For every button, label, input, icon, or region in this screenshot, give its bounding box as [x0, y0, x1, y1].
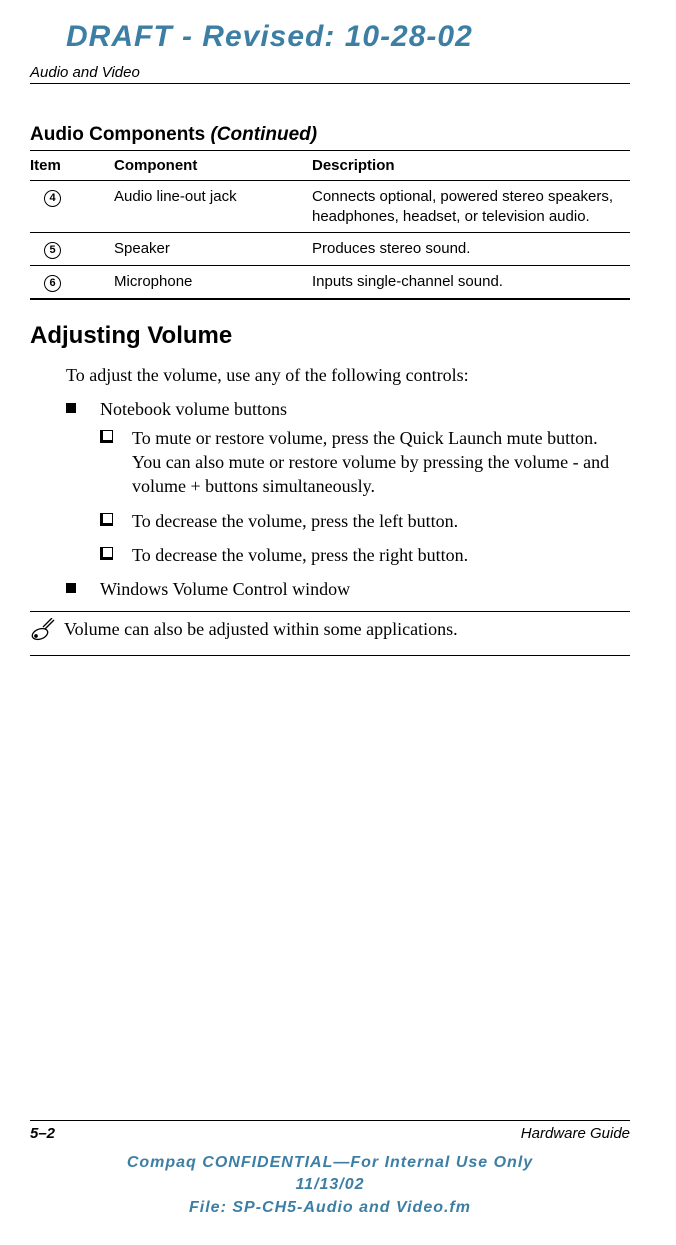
- note-block: Volume can also be adjusted within some …: [30, 611, 630, 656]
- table-row: 6 Microphone Inputs single-channel sound…: [30, 266, 630, 300]
- bullet-list: Notebook volume buttons To mute or resto…: [66, 397, 630, 601]
- circled-number-icon: 4: [44, 190, 61, 207]
- cell-item: 6: [30, 266, 114, 300]
- footer: 5–2 Hardware Guide Compaq CONFIDENTIAL—F…: [30, 1120, 630, 1219]
- table-title: Audio Components (Continued): [30, 124, 630, 146]
- list-item: Notebook volume buttons To mute or resto…: [66, 397, 630, 567]
- cell-description: Produces stereo sound.: [312, 233, 630, 266]
- table-title-continued: (Continued): [210, 124, 317, 145]
- guide-name: Hardware Guide: [521, 1125, 630, 1142]
- th-description: Description: [312, 151, 630, 181]
- draft-banner: DRAFT - Revised: 10-28-02: [66, 20, 630, 54]
- table-row: 5 Speaker Produces stereo sound.: [30, 233, 630, 266]
- table-row: 4 Audio line-out jack Connects optional,…: [30, 181, 630, 233]
- section-heading: Adjusting Volume: [30, 322, 630, 350]
- cell-component: Audio line-out jack: [114, 181, 312, 233]
- header-rule: [30, 83, 630, 84]
- confidential-block: Compaq CONFIDENTIAL—For Internal Use Onl…: [30, 1152, 630, 1219]
- cell-component: Speaker: [114, 233, 312, 266]
- list-item: To decrease the volume, press the left b…: [100, 509, 630, 533]
- confidential-line-2: 11/13/02: [30, 1174, 630, 1196]
- note-text: Volume can also be adjusted within some …: [64, 618, 458, 641]
- cell-item: 5: [30, 233, 114, 266]
- confidential-line-3: File: SP-CH5-Audio and Video.fm: [30, 1197, 630, 1219]
- confidential-line-1: Compaq CONFIDENTIAL—For Internal Use Onl…: [30, 1152, 630, 1174]
- th-item: Item: [30, 151, 114, 181]
- list-item-label: Notebook volume buttons: [100, 399, 287, 419]
- cell-item: 4: [30, 181, 114, 233]
- pencil-icon: [30, 618, 56, 647]
- list-item: Windows Volume Control window: [66, 577, 630, 601]
- running-head: Audio and Video: [30, 64, 630, 81]
- cell-description: Inputs single-channel sound.: [312, 266, 630, 300]
- footer-rule: [30, 1120, 630, 1121]
- list-item: To decrease the volume, press the right …: [100, 543, 630, 567]
- table-header-row: Item Component Description: [30, 151, 630, 181]
- components-table: Item Component Description 4 Audio line-…: [30, 150, 630, 300]
- cell-description: Connects optional, powered stereo speake…: [312, 181, 630, 233]
- intro-text: To adjust the volume, use any of the fol…: [66, 364, 630, 387]
- sub-list: To mute or restore volume, press the Qui…: [100, 426, 630, 567]
- footer-row: 5–2 Hardware Guide: [30, 1125, 630, 1142]
- circled-number-icon: 5: [44, 242, 61, 259]
- circled-number-icon: 6: [44, 275, 61, 292]
- table-title-main: Audio Components: [30, 124, 210, 145]
- th-component: Component: [114, 151, 312, 181]
- cell-component: Microphone: [114, 266, 312, 300]
- page-number: 5–2: [30, 1125, 55, 1142]
- page: DRAFT - Revised: 10-28-02 Audio and Vide…: [0, 0, 676, 1245]
- list-item: To mute or restore volume, press the Qui…: [100, 426, 630, 499]
